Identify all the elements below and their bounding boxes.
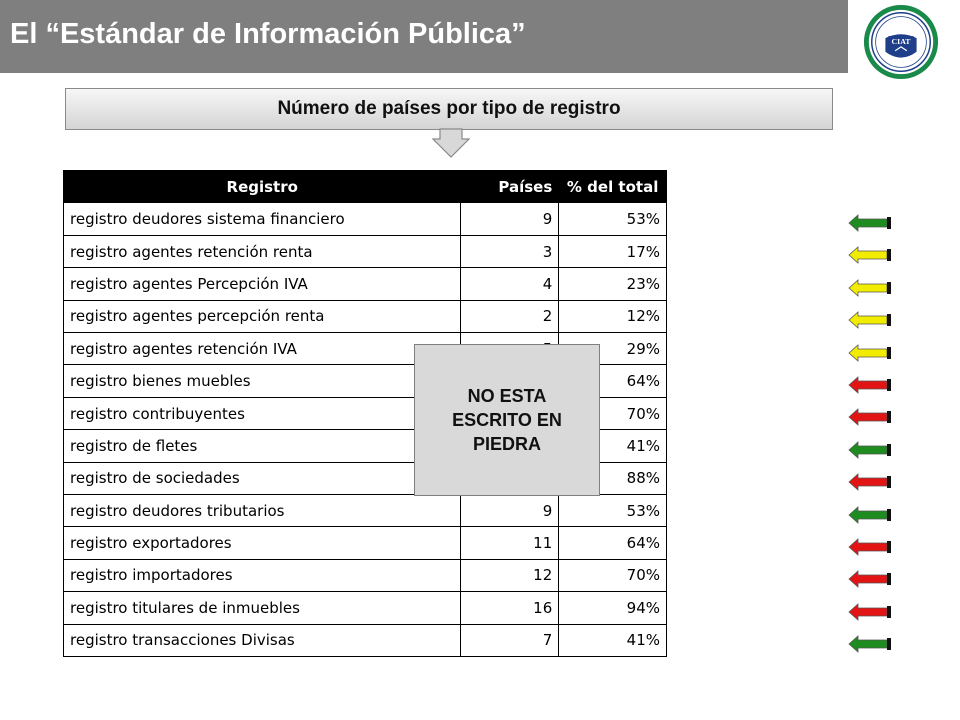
cell-registro: registro de sociedades bbox=[62, 462, 462, 496]
cell-pct: 41% bbox=[558, 624, 667, 657]
callout-line: NO ESTA bbox=[467, 386, 547, 406]
column-header-paises: Países bbox=[460, 170, 560, 203]
title-bar: El “Estándar de Información Pública” bbox=[0, 0, 848, 73]
cell-registro: registro de fletes bbox=[62, 429, 462, 463]
table-row: registro agentes retención renta 3 17% bbox=[62, 235, 667, 269]
cell-registro: registro agentes retención renta bbox=[62, 235, 462, 269]
cell-paises: 11 bbox=[460, 526, 560, 560]
cell-paises: 9 bbox=[460, 203, 560, 236]
cell-registro: registro bienes muebles bbox=[62, 364, 462, 398]
cell-pct: 17% bbox=[558, 235, 667, 269]
cell-pct: 53% bbox=[558, 494, 667, 528]
slide-title: El “Estándar de Información Pública” bbox=[10, 18, 526, 50]
cell-pct: 70% bbox=[558, 559, 667, 593]
callout-line: ESCRITO EN bbox=[452, 410, 562, 430]
ciat-seal-logo: CIAT bbox=[863, 4, 939, 80]
cell-paises: 4 bbox=[460, 267, 560, 301]
cell-registro: registro transacciones Divisas bbox=[62, 624, 462, 657]
cell-pct: 64% bbox=[558, 526, 667, 560]
red-left-arrow-icon bbox=[848, 408, 891, 426]
table-row: registro deudores tributarios 9 53% bbox=[62, 494, 667, 528]
green-left-arrow-icon bbox=[848, 441, 891, 459]
cell-registro: registro deudores tributarios bbox=[62, 494, 462, 528]
yellow-left-arrow-icon bbox=[848, 344, 891, 362]
cell-registro: registro deudores sistema financiero bbox=[62, 203, 462, 236]
logo-text: CIAT bbox=[892, 37, 912, 46]
cell-registro: registro agentes retención IVA bbox=[62, 332, 462, 366]
red-left-arrow-icon bbox=[848, 603, 891, 621]
table-row: registro agentes percepción renta 2 12% bbox=[62, 300, 667, 334]
callout-box: NO ESTA ESCRITO EN PIEDRA bbox=[414, 344, 600, 496]
table-row: registro agentes Percepción IVA 4 23% bbox=[62, 267, 667, 301]
yellow-left-arrow-icon bbox=[848, 279, 891, 297]
green-left-arrow-icon bbox=[848, 214, 891, 232]
cell-pct: 53% bbox=[558, 203, 667, 236]
cell-registro: registro titulares de inmuebles bbox=[62, 591, 462, 625]
green-left-arrow-icon bbox=[848, 506, 891, 524]
table-row: registro titulares de inmuebles 16 94% bbox=[62, 591, 667, 625]
red-left-arrow-icon bbox=[848, 538, 891, 556]
cell-pct: 23% bbox=[558, 267, 667, 301]
table-row: registro importadores 12 70% bbox=[62, 559, 667, 593]
red-left-arrow-icon bbox=[848, 473, 891, 491]
column-header-registro: Registro bbox=[62, 170, 462, 203]
table-header-row: Registro Países % del total bbox=[62, 170, 667, 203]
cell-pct: 94% bbox=[558, 591, 667, 625]
cell-registro: registro agentes percepción renta bbox=[62, 300, 462, 334]
cell-paises: 2 bbox=[460, 300, 560, 334]
cell-paises: 9 bbox=[460, 494, 560, 528]
cell-paises: 12 bbox=[460, 559, 560, 593]
cell-paises: 7 bbox=[460, 624, 560, 657]
red-left-arrow-icon bbox=[848, 376, 891, 394]
cell-paises: 3 bbox=[460, 235, 560, 269]
table-row: registro exportadores 11 64% bbox=[62, 526, 667, 560]
green-left-arrow-icon bbox=[848, 635, 891, 653]
subtitle-box: Número de países por tipo de registro bbox=[65, 88, 833, 130]
cell-registro: registro contribuyentes bbox=[62, 397, 462, 431]
table-row: registro transacciones Divisas 7 41% bbox=[62, 624, 667, 657]
callout-line: PIEDRA bbox=[472, 434, 541, 454]
column-header-pct: % del total bbox=[558, 170, 667, 203]
cell-pct: 12% bbox=[558, 300, 667, 334]
callout-text: NO ESTA ESCRITO EN PIEDRA bbox=[427, 384, 587, 456]
red-left-arrow-icon bbox=[848, 570, 891, 588]
yellow-left-arrow-icon bbox=[848, 311, 891, 329]
yellow-left-arrow-icon bbox=[848, 246, 891, 264]
down-arrow-icon bbox=[432, 128, 470, 158]
cell-registro: registro exportadores bbox=[62, 526, 462, 560]
cell-paises: 16 bbox=[460, 591, 560, 625]
cell-registro: registro agentes Percepción IVA bbox=[62, 267, 462, 301]
cell-registro: registro importadores bbox=[62, 559, 462, 593]
table-row: registro deudores sistema financiero 9 53% bbox=[62, 203, 667, 236]
table-subtitle: Número de países por tipo de registro bbox=[277, 98, 621, 119]
